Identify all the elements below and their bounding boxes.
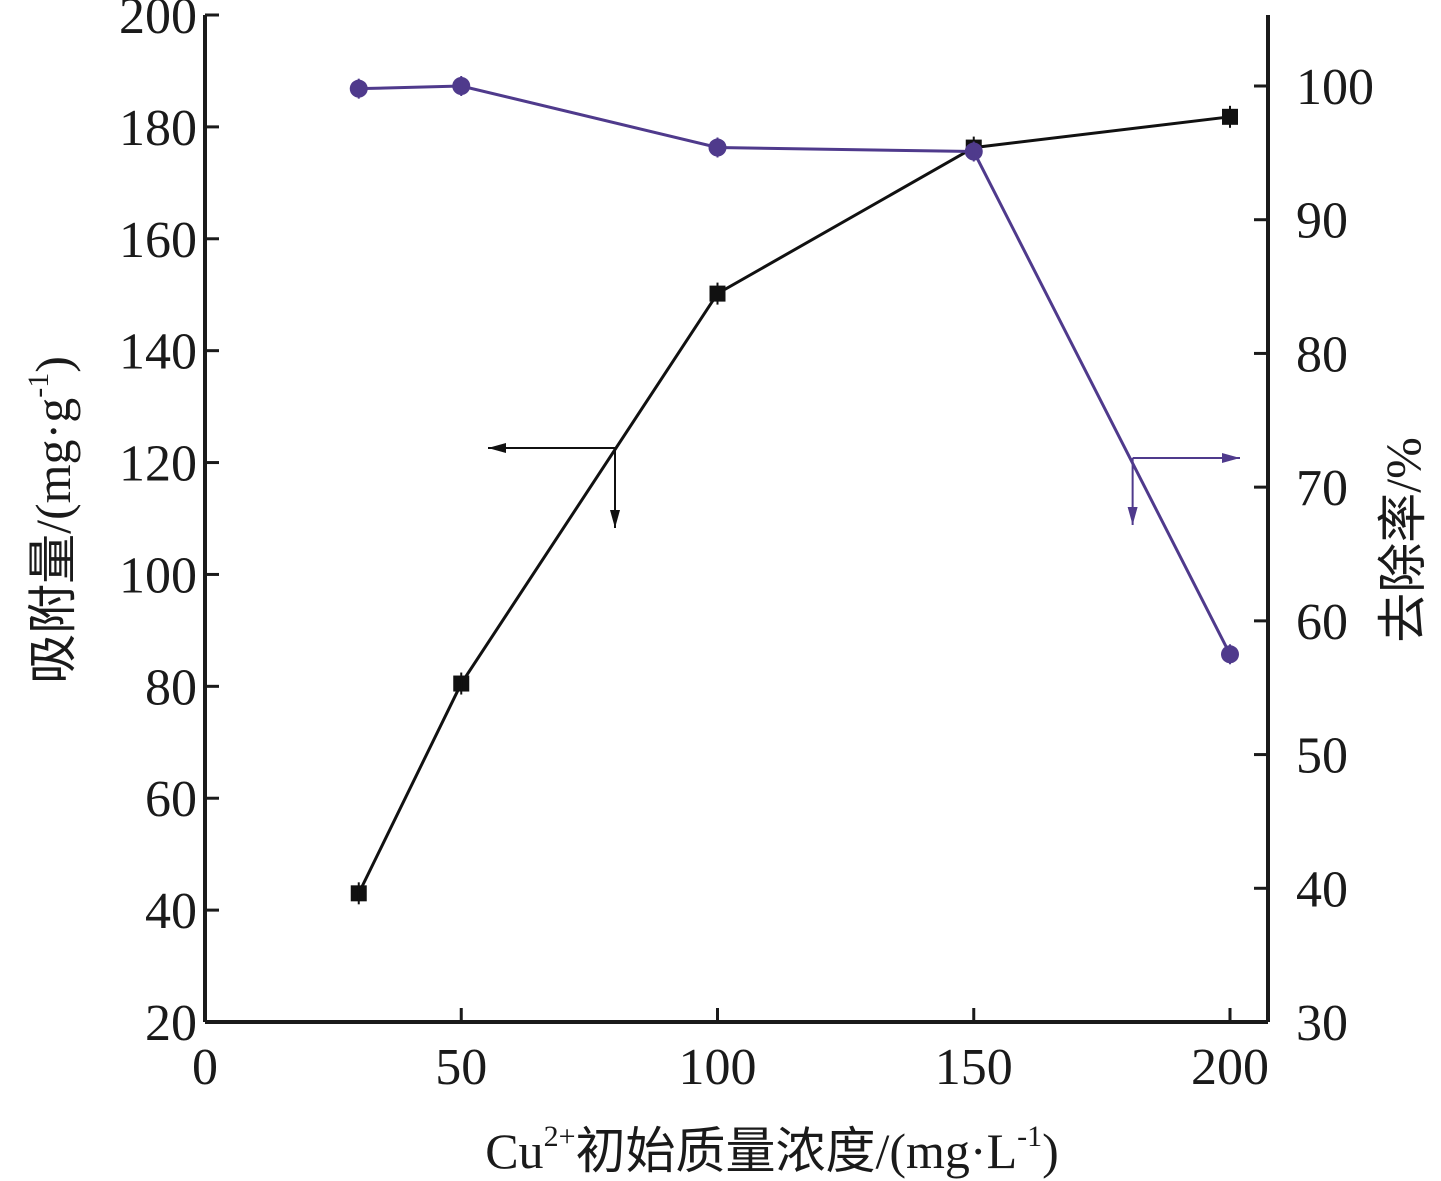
annotation-layer bbox=[488, 443, 1240, 528]
y-left-title-sup: -1 bbox=[22, 373, 55, 398]
series-layer bbox=[349, 76, 1239, 905]
y-left-tick-label: 60 bbox=[145, 771, 197, 828]
y-left-tick-label: 120 bbox=[119, 436, 197, 493]
x-title-main: Cu bbox=[485, 1123, 543, 1179]
x-tick-label: 0 bbox=[192, 1039, 218, 1096]
y-left-tick-label: 80 bbox=[145, 659, 197, 716]
x-title-sup1: 2+ bbox=[544, 1120, 576, 1153]
x-tick-label: 150 bbox=[935, 1039, 1013, 1096]
y-right-axis-title: 去除率/% bbox=[1375, 437, 1431, 643]
y-right-tick-label: 40 bbox=[1296, 861, 1348, 918]
x-title-end: ) bbox=[1042, 1123, 1059, 1179]
y-right-tick-label: 30 bbox=[1296, 995, 1348, 1052]
y-left-axis-title: 吸附量/(mg·g-1) bbox=[22, 356, 81, 684]
y-left-title-end: ) bbox=[25, 356, 81, 373]
y-left-tick-label: 140 bbox=[119, 324, 197, 381]
y-right-tick-label: 50 bbox=[1296, 728, 1348, 785]
x-title-sup2: -1 bbox=[1017, 1120, 1042, 1153]
y-right-tick-label: 70 bbox=[1296, 460, 1348, 517]
y-right-tick-label: 80 bbox=[1296, 326, 1348, 383]
x-title-rest: 初始质量浓度/(mg·L bbox=[575, 1123, 1017, 1179]
x-axis-title: Cu2+初始质量浓度/(mg·L-1) bbox=[485, 1120, 1059, 1179]
adsorption-series-line bbox=[357, 115, 1231, 894]
adsorption-pointer-arrow-down bbox=[610, 510, 620, 528]
adsorption-pointer-arrow-left bbox=[488, 443, 506, 453]
ticks: 0 50 100 150 200 20 40 60 80 100 120 140 160 180 200 30… bbox=[119, 0, 1374, 1096]
y-left-title-main: 吸附量/(mg·g bbox=[25, 398, 81, 684]
removal-series-line bbox=[358, 84, 1232, 655]
y-right-tick-label: 90 bbox=[1296, 193, 1348, 250]
y-left-tick-label: 200 bbox=[119, 0, 197, 45]
y-right-tick-label: 100 bbox=[1296, 59, 1374, 116]
axes bbox=[203, 15, 1270, 1024]
x-tick-label: 50 bbox=[435, 1039, 487, 1096]
y-right-tick-label: 60 bbox=[1296, 594, 1348, 651]
y-left-tick-label: 40 bbox=[145, 883, 197, 940]
x-tick-label: 100 bbox=[679, 1039, 757, 1096]
removal-pointer-arrow-down bbox=[1127, 507, 1138, 525]
y-left-tick-label: 100 bbox=[119, 547, 197, 604]
y-left-tick-label: 160 bbox=[119, 212, 197, 269]
x-tick-label: 200 bbox=[1191, 1039, 1269, 1096]
y-left-tick-label: 180 bbox=[119, 100, 197, 157]
removal-pointer-arrow-right bbox=[1222, 453, 1240, 463]
y-left-tick-label: 20 bbox=[145, 995, 197, 1052]
